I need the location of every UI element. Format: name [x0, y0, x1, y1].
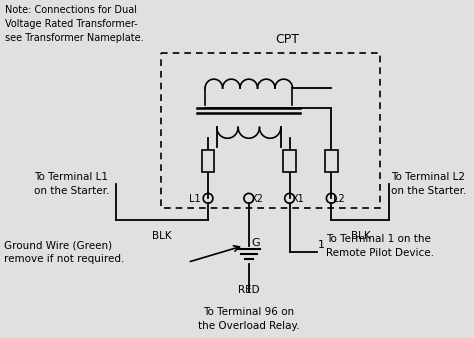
- Text: To Terminal 96 on
the Overload Relay.: To Terminal 96 on the Overload Relay.: [198, 307, 300, 331]
- Text: To Terminal 1 on the
Remote Pilot Device.: To Terminal 1 on the Remote Pilot Device…: [327, 234, 434, 258]
- Text: Note: Connections for Dual
Voltage Rated Transformer-
see Transformer Nameplate.: Note: Connections for Dual Voltage Rated…: [5, 5, 144, 43]
- Text: To Terminal L1
on the Starter.: To Terminal L1 on the Starter.: [34, 171, 109, 196]
- Text: BLK: BLK: [351, 231, 370, 241]
- Bar: [162, 53, 380, 208]
- Text: Ground Wire (Green)
remove if not required.: Ground Wire (Green) remove if not requir…: [4, 240, 125, 264]
- Text: X1: X1: [292, 194, 304, 204]
- Bar: [283, 150, 296, 172]
- Text: To Terminal L2
on the Starter.: To Terminal L2 on the Starter.: [391, 171, 466, 196]
- Text: L2: L2: [333, 194, 345, 204]
- Bar: [202, 150, 214, 172]
- Bar: [325, 150, 337, 172]
- Text: L1: L1: [189, 194, 201, 204]
- Text: BLK: BLK: [152, 231, 171, 241]
- Text: RED: RED: [238, 285, 260, 295]
- Text: CPT: CPT: [275, 33, 300, 46]
- Text: 1: 1: [318, 240, 325, 250]
- Text: X2: X2: [251, 194, 264, 204]
- Text: G: G: [252, 238, 260, 247]
